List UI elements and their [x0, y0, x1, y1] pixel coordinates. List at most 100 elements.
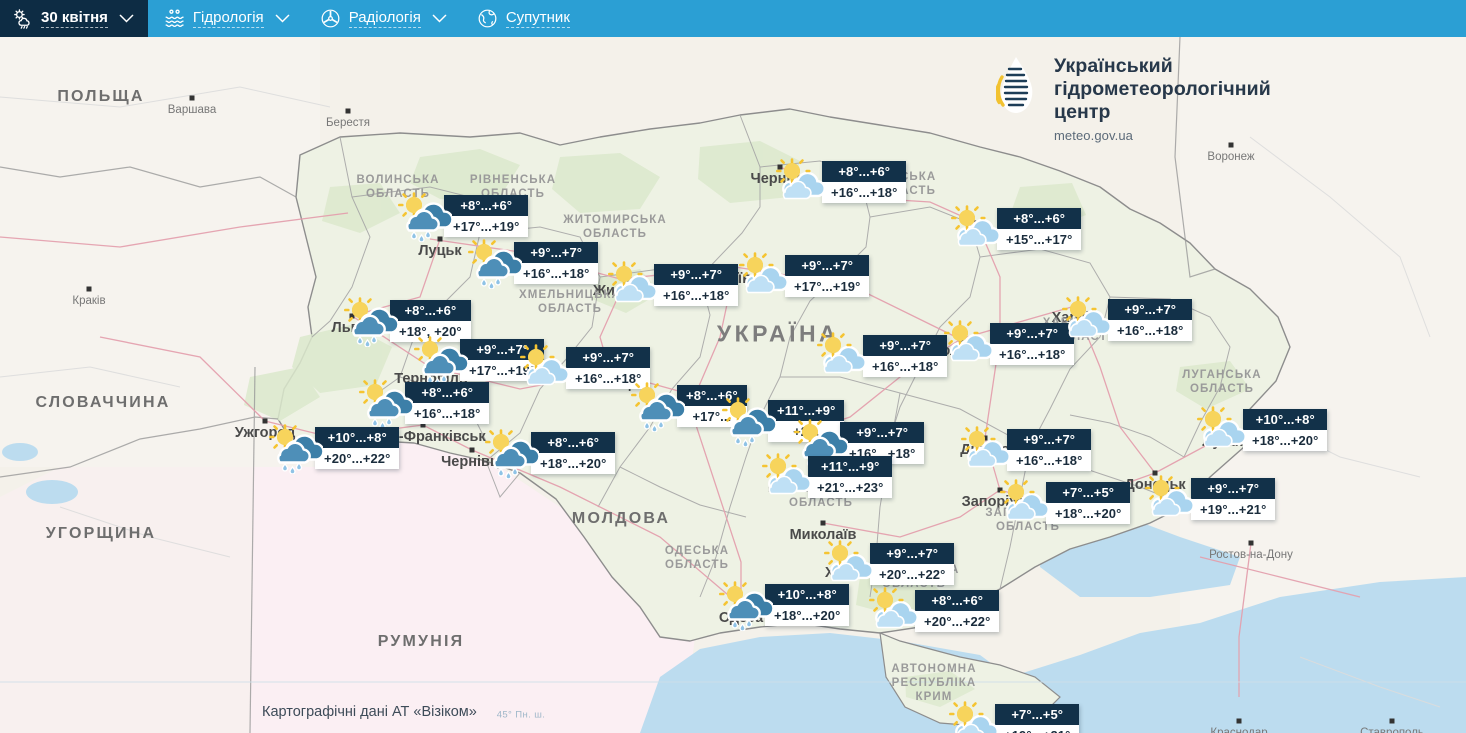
- nav-tab-satellite-label: Супутник: [505, 9, 570, 28]
- weather-station-sumy[interactable]: +8°...+6° +15°...+17°: [947, 203, 1082, 255]
- day-temperature: +18°, +20°: [390, 321, 471, 342]
- temperature-label: +9°...+7° +20°...+22°: [870, 543, 955, 585]
- city-marker-dot: [777, 164, 783, 170]
- sun-cloud-icon: [957, 424, 1015, 476]
- sun-glyph: [762, 453, 797, 478]
- night-temperature: +9°...+7°: [990, 323, 1075, 344]
- weather-station-kherson[interactable]: +8°...+6° +20°...+22°: [865, 585, 1000, 637]
- sun-cloud-rain-icon: [715, 579, 773, 631]
- city-marker-dot: [982, 435, 988, 441]
- sun-cloud-rain-icon: [790, 417, 848, 469]
- chevron-down-icon[interactable]: [119, 14, 134, 23]
- sun-glyph: [824, 540, 859, 565]
- weather-station-donetsk[interactable]: +9°...+7° +19°...+21°: [1141, 473, 1276, 525]
- city-marker-dot: [1248, 540, 1254, 546]
- temperature-label: +8°...+6° +16°...+18°: [822, 161, 907, 203]
- weather-station-poltava2[interactable]: +9°...+7° +16°...+18°: [940, 318, 1075, 370]
- hydromet-logo-mark: [995, 55, 1040, 117]
- nav-tab-satellite[interactable]: Супутник: [464, 0, 584, 37]
- night-temperature: +8°...+6°: [405, 382, 490, 403]
- temperature-label: +7°...+5°+19°...+21°: [995, 704, 1080, 733]
- chevron-down-icon[interactable]: [432, 14, 447, 23]
- sun-glyph: [1000, 479, 1035, 504]
- sun-glyph: [961, 426, 996, 451]
- city-marker-dot: [1236, 718, 1242, 724]
- night-temperature: +11°...+9°: [768, 400, 845, 421]
- sun-cloud-rain-icon: [394, 190, 452, 242]
- weather-station-lviv[interactable]: +8°...+6° +18°, +20°: [340, 295, 471, 347]
- weather-station-frankivsk[interactable]: +8°...+6° +16°...+18°: [355, 377, 490, 429]
- sun-glyph: [1145, 475, 1180, 500]
- temperature-label: +9°...+7° +16°...+18°: [1108, 299, 1193, 341]
- day-temperature: +18°...+20°: [1243, 430, 1328, 451]
- sun-glyph: [608, 261, 643, 286]
- sun-glyph: [951, 205, 986, 230]
- night-temperature: +9°...+7°: [785, 255, 870, 276]
- weather-station-rivne[interactable]: +9°...+7° +16°...+18°: [464, 237, 599, 289]
- map-canvas[interactable]: Український гідрометеорологічний центр m…: [0, 37, 1466, 733]
- sun-glyph: [1062, 296, 1097, 321]
- logo-line-1: Український: [1054, 55, 1173, 77]
- weather-station-zaporizhzhia[interactable]: +7°...+5° +18°...+20°: [996, 477, 1131, 529]
- city-marker-dot: [437, 236, 443, 242]
- sun-cloud-icon: [1141, 473, 1199, 525]
- nav-tab-radiology-label: Радіологія: [348, 9, 421, 28]
- weather-station-southcentre[interactable]: +11°...+9° +21°...+23°: [758, 451, 893, 503]
- nav-tab-date[interactable]: 30 квітня: [0, 0, 148, 37]
- day-temperature: +19°...+21°: [995, 725, 1080, 733]
- night-temperature: +9°...+7°: [460, 339, 545, 360]
- weather-station-kirovohrad[interactable]: +9°...+7° +16°...+18°: [790, 417, 925, 469]
- logo-text-block: Український гідрометеорологічний центр m…: [1054, 55, 1271, 144]
- sun-cloud-icon: [758, 451, 816, 503]
- weather-station-poltava[interactable]: +9°...+7° +16°...+18°: [813, 330, 948, 382]
- temperature-label: +9°...+7° +16°...+18°: [514, 242, 599, 284]
- city-marker-dot: [349, 313, 355, 319]
- sun-cloud-icon: [820, 538, 878, 590]
- map-attribution: Картографічні дані АТ «Візіком»: [262, 704, 477, 720]
- weather-station-chernivtsi[interactable]: +8°...+6° +18°...+20°: [481, 427, 616, 479]
- day-temperature: +17°...+19°: [785, 276, 870, 297]
- weather-station-kharkiv[interactable]: +9°...+7° +16°...+18°: [1058, 294, 1193, 346]
- sun-cloud-icon: [772, 156, 830, 208]
- city-marker-dot: [1228, 142, 1234, 148]
- weather-station-odesa[interactable]: +10°...+8° +18°...+20°: [715, 579, 850, 631]
- weather-station-kyiv[interactable]: +9°...+7° +17°...+19°: [735, 250, 870, 302]
- top-navigation-bar: 30 квітня Гідрологія: [0, 0, 1466, 37]
- chevron-down-icon[interactable]: [275, 14, 290, 23]
- temperature-label: +9°...+7° +19°...+21°: [1191, 478, 1276, 520]
- weather-station-zhytomyr[interactable]: +9°...+7° +16°...+18°: [604, 259, 739, 311]
- city-marker-dot: [345, 108, 351, 114]
- city-marker-dot: [262, 418, 268, 424]
- city-marker-dot: [997, 487, 1003, 493]
- temperature-label: +8°...+6° +20°...+22°: [915, 590, 1000, 632]
- weather-station-crimea[interactable]: +7°...+5°+19°...+21°: [945, 699, 1080, 733]
- night-temperature: +10°...+8°: [315, 427, 400, 448]
- sun-glyph: [631, 382, 666, 407]
- city-marker-dot: [469, 447, 475, 453]
- weather-station-uzhhorod[interactable]: +10°...+8° +20°...+22°: [265, 422, 400, 474]
- weather-station-mykolaiv[interactable]: +9°...+7° +20°...+22°: [820, 538, 955, 590]
- night-temperature: +9°...+7°: [863, 335, 948, 356]
- sun-cloud-rain-icon: [265, 422, 323, 474]
- nav-tab-radiology[interactable]: Радіологія: [307, 0, 461, 37]
- sun-glyph: [949, 701, 984, 726]
- night-temperature: +8°...+6°: [915, 590, 1000, 611]
- sun-glyph: [776, 158, 811, 183]
- sun-cloud-icon: [865, 585, 923, 637]
- temperature-label: +8°...+6° +16°...+18°: [405, 382, 490, 424]
- weather-station-dnipro[interactable]: +9°...+7° +16°...+18°: [957, 424, 1092, 476]
- city-marker-dot: [1389, 718, 1395, 724]
- weather-station-khmelnytsky[interactable]: +9°...+7° +16°...+18°: [516, 342, 651, 394]
- temperature-label: +9°...+7° +16°...+18°: [840, 422, 925, 464]
- weather-station-chernihiv[interactable]: +8°...+6° +16°...+18°: [772, 156, 907, 208]
- nav-tab-hydrology-label: Гідрологія: [192, 9, 264, 28]
- day-temperature: +16°...+18°: [822, 182, 907, 203]
- nav-tab-hydrology[interactable]: Гідрологія: [151, 0, 304, 37]
- sun-glyph: [414, 336, 449, 361]
- weather-station-volyn[interactable]: +8°...+6° +17°...+19°: [394, 190, 529, 242]
- city-marker-dot: [1152, 470, 1158, 476]
- weather-station-luhansk[interactable]: +10°...+8° +18°...+20°: [1193, 404, 1328, 456]
- sun-glyph: [739, 252, 774, 277]
- city-marker-dot: [86, 286, 92, 292]
- weather-station-ternopil[interactable]: +9°...+7° +17°...+19°: [410, 334, 545, 386]
